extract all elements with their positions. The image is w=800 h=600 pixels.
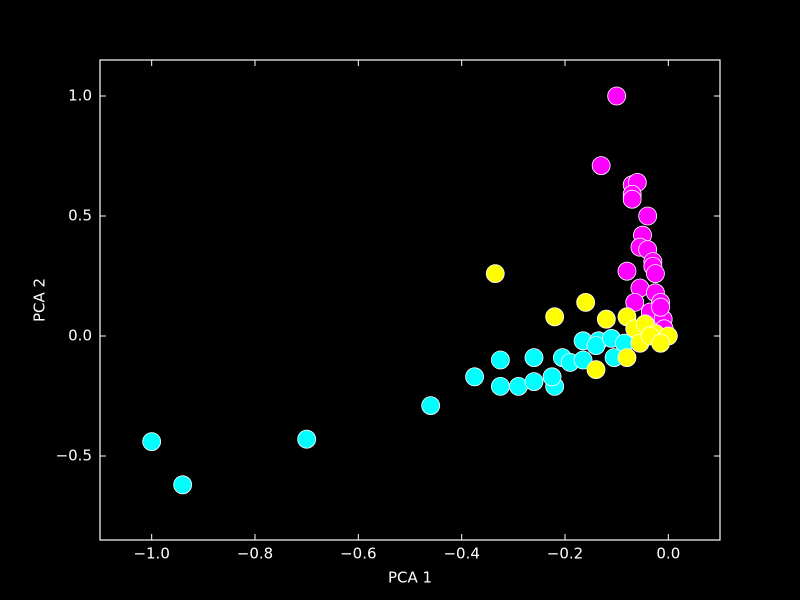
point bbox=[607, 86, 627, 106]
point bbox=[524, 372, 544, 392]
y-tick-label: −0.5 bbox=[56, 447, 92, 465]
point bbox=[651, 297, 670, 317]
point bbox=[542, 367, 562, 387]
point bbox=[586, 336, 606, 356]
point bbox=[421, 396, 441, 416]
point bbox=[646, 264, 665, 284]
point bbox=[545, 307, 565, 327]
point bbox=[625, 292, 645, 312]
point bbox=[491, 350, 510, 370]
point bbox=[573, 350, 593, 370]
y-tick-label: 1.0 bbox=[68, 87, 92, 105]
x-tick-label: −0.6 bbox=[340, 545, 376, 563]
point bbox=[485, 264, 505, 284]
point bbox=[297, 429, 317, 449]
point bbox=[173, 475, 193, 495]
point bbox=[576, 292, 596, 312]
point bbox=[142, 432, 162, 452]
x-tick-label: −0.2 bbox=[547, 545, 583, 563]
point bbox=[622, 189, 642, 209]
point bbox=[591, 156, 611, 176]
y-axis-label: PCA 2 bbox=[31, 278, 49, 322]
point bbox=[638, 206, 658, 226]
point bbox=[617, 261, 637, 281]
x-tick-label: 0.0 bbox=[656, 545, 680, 563]
x-tick-label: −0.4 bbox=[443, 545, 479, 563]
y-tick-label: 0.5 bbox=[68, 207, 92, 225]
point bbox=[524, 348, 544, 368]
y-tick-label: 0.0 bbox=[68, 327, 92, 345]
point bbox=[491, 376, 510, 396]
point bbox=[617, 348, 637, 368]
x-tick-label: −1.0 bbox=[133, 545, 169, 563]
point bbox=[465, 367, 484, 387]
point bbox=[651, 333, 670, 353]
point bbox=[586, 360, 606, 380]
x-axis-label: PCA 1 bbox=[388, 569, 432, 587]
x-tick-label: −0.8 bbox=[237, 545, 273, 563]
plot-frame bbox=[99, 59, 721, 541]
point bbox=[596, 309, 616, 329]
